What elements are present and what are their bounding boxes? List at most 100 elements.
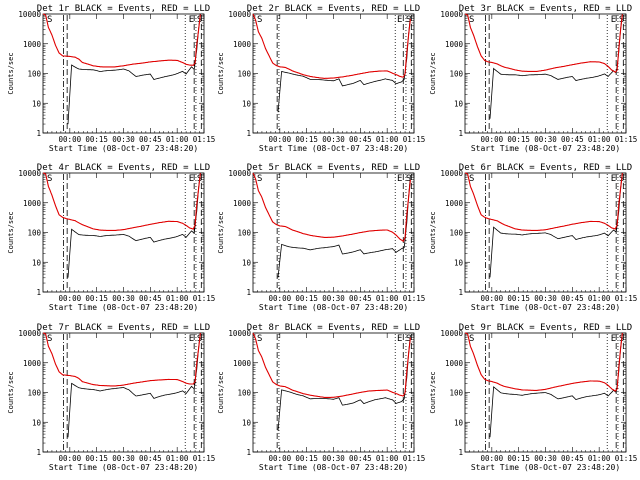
marker-letter: E — [189, 15, 194, 25]
marker-letter: S — [406, 174, 411, 184]
y-tick-label: 10 — [454, 258, 464, 267]
y-tick-label: 1 — [458, 288, 463, 297]
panel-title: Det 9r BLACK = Events, RED = LLD — [459, 323, 632, 333]
y-tick-label: 10 — [32, 258, 42, 267]
panel-title: Det 1r BLACK = Events, RED = LLD — [37, 4, 210, 14]
y-tick-label: 10000 — [440, 329, 463, 338]
x-tick-label: 01:00 — [166, 135, 189, 144]
y-tick-label: 10000 — [440, 169, 463, 178]
series-line-events — [67, 332, 201, 438]
x-tick-label: 00:45 — [139, 294, 162, 303]
panel-title: Det 8r BLACK = Events, RED = LLD — [247, 323, 420, 333]
x-tick-label: 01:00 — [376, 454, 399, 463]
panel-title: Det 5r BLACK = Events, RED = LLD — [247, 163, 420, 173]
marker-letter: E — [397, 15, 402, 25]
panel-title: Det 6r BLACK = Events, RED = LLD — [459, 163, 632, 173]
y-axis-label: Counts/sec — [7, 371, 15, 413]
y-axis-label: Counts/sec — [7, 211, 15, 253]
x-tick-label: 00:00 — [269, 294, 292, 303]
x-tick-label: 01:15 — [403, 135, 426, 144]
panel-title: Det 2r BLACK = Events, RED = LLD — [247, 4, 420, 14]
y-tick-label: 1000 — [233, 40, 252, 49]
series-line-events — [489, 172, 623, 278]
x-tick-label: 00:30 — [534, 454, 557, 463]
y-tick-label: 10000 — [228, 329, 251, 338]
series-line-events — [67, 13, 201, 125]
panel-title: Det 7r BLACK = Events, RED = LLD — [37, 323, 210, 333]
x-tick-label: 01:15 — [403, 454, 426, 463]
series-line-lld — [252, 172, 411, 243]
marker-letter: S — [406, 334, 411, 344]
x-axis-label: Start Time (08-Oct-07 23:48:20) — [49, 463, 198, 472]
x-tick-label: 00:00 — [481, 135, 504, 144]
x-axis-label: Start Time (08-Oct-07 23:48:20) — [471, 463, 620, 472]
y-tick-label: 1 — [36, 129, 41, 138]
x-tick-label: 01:00 — [588, 135, 611, 144]
marker-letter: S — [47, 174, 52, 184]
x-tick-label: 00:00 — [59, 294, 82, 303]
x-tick-label: 00:15 — [507, 135, 530, 144]
y-tick-label: 1 — [36, 288, 41, 297]
marker-letter: E — [189, 174, 194, 184]
y-axis-label: Counts/sec — [429, 211, 437, 253]
x-tick-label: 01:15 — [193, 454, 216, 463]
marker-letter: S — [257, 15, 262, 25]
y-tick-label: 10000 — [18, 10, 41, 19]
x-tick-label: 01:00 — [166, 294, 189, 303]
marker-letter: E — [611, 174, 616, 184]
x-tick-label: 00:15 — [295, 135, 318, 144]
y-axis-label: Counts/sec — [7, 52, 15, 94]
x-tick-label: 00:45 — [561, 135, 584, 144]
series-line-lld — [42, 13, 201, 68]
x-tick-label: 00:45 — [561, 294, 584, 303]
y-tick-label: 10000 — [440, 10, 463, 19]
detector-panel: Det 7r BLACK = Events, RED = LLD10000100… — [7, 323, 215, 472]
marker-letter: S — [469, 15, 474, 25]
panel-title: Det 3r BLACK = Events, RED = LLD — [459, 4, 632, 14]
y-tick-label: 10000 — [228, 10, 251, 19]
y-tick-label: 1 — [458, 448, 463, 457]
y-axis-label: Counts/sec — [217, 211, 225, 253]
detector-panel: Det 3r BLACK = Events, RED = LLD10000100… — [429, 4, 637, 153]
detector-panel: Det 5r BLACK = Events, RED = LLD10000100… — [217, 163, 425, 312]
y-tick-label: 100 — [449, 70, 463, 79]
x-tick-label: 00:30 — [534, 135, 557, 144]
series-line-lld — [464, 13, 623, 73]
series-line-lld — [464, 172, 623, 231]
detector-panel: Det 6r BLACK = Events, RED = LLD10000100… — [429, 163, 637, 312]
y-tick-label: 1000 — [445, 359, 464, 368]
detector-panel: Det 4r BLACK = Events, RED = LLD10000100… — [7, 163, 215, 312]
x-tick-label: 00:30 — [322, 454, 345, 463]
x-tick-label: 01:15 — [403, 294, 426, 303]
x-axis-label: Start Time (08-Oct-07 23:48:20) — [49, 303, 198, 312]
y-axis-label: Counts/sec — [429, 371, 437, 413]
y-tick-label: 10 — [242, 258, 252, 267]
y-tick-label: 1 — [246, 129, 251, 138]
x-axis-label: Start Time (08-Oct-07 23:48:20) — [49, 144, 198, 153]
y-tick-label: 10 — [32, 418, 42, 427]
series-line-lld — [42, 332, 201, 387]
x-tick-label: 00:15 — [85, 454, 108, 463]
series-line-events — [67, 172, 201, 278]
marker-letter: E — [611, 15, 616, 25]
x-tick-label: 00:30 — [112, 294, 135, 303]
x-tick-label: 00:15 — [85, 135, 108, 144]
marker-letter: S — [469, 174, 474, 184]
y-tick-label: 10 — [242, 99, 252, 108]
x-tick-label: 01:15 — [615, 454, 638, 463]
marker-letter: E — [611, 334, 616, 344]
y-tick-label: 1 — [246, 448, 251, 457]
y-tick-label: 10 — [454, 99, 464, 108]
x-tick-label: 01:00 — [376, 135, 399, 144]
y-tick-label: 1000 — [445, 199, 464, 208]
x-tick-label: 01:00 — [588, 454, 611, 463]
y-tick-label: 10000 — [18, 169, 41, 178]
marker-letter: S — [469, 334, 474, 344]
series-line-events — [277, 175, 411, 278]
series-line-events — [489, 13, 623, 119]
x-axis-label: Start Time (08-Oct-07 23:48:20) — [259, 144, 408, 153]
y-tick-label: 1 — [246, 288, 251, 297]
y-tick-label: 1000 — [23, 40, 42, 49]
x-tick-label: 00:00 — [59, 135, 82, 144]
